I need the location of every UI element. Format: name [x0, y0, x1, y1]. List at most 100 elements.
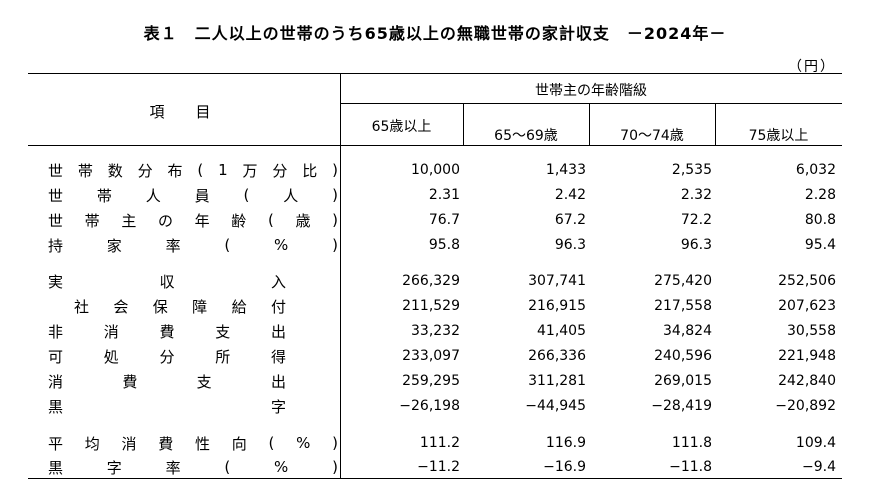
row-label-char: ( [268, 434, 275, 452]
row-label-char: 分 [137, 161, 153, 180]
cell-value: 30,558 [787, 323, 836, 339]
group-header-rule [340, 103, 842, 104]
row-label-char: 入 [270, 272, 286, 291]
cell-value: 216,915 [528, 298, 586, 314]
cell-value: 111.2 [419, 435, 460, 451]
row-label-char: ) [332, 211, 338, 229]
row-label-char: 帯 [77, 161, 93, 180]
column-divider-1 [463, 103, 464, 145]
row-label-char: 黒 [48, 397, 64, 416]
cell-value: 2.28 [804, 187, 836, 203]
column-header-65plus: 65歳以上 [371, 119, 432, 135]
row-label-char: 支 [196, 372, 212, 391]
cell-value: 2.32 [680, 187, 712, 203]
row-label-char: ( [267, 211, 274, 229]
cell-value: 116.9 [545, 435, 586, 451]
row-label-char: 支 [215, 322, 231, 341]
age-group-header: 世帯主の年齢階級 [535, 83, 647, 99]
row-label-char: 可 [48, 347, 64, 366]
cell-value: 2.31 [428, 187, 460, 203]
cell-value: 233,097 [402, 348, 460, 364]
row-label: 世帯数分布(1 万分比) [48, 159, 338, 181]
row-label-char: 出 [270, 322, 286, 341]
header-bottom-rule [28, 145, 842, 146]
cell-value: 1,433 [545, 162, 586, 178]
row-label-char: 帯 [96, 186, 112, 205]
table-top-rule [28, 73, 842, 74]
row-label-char: 収 [159, 272, 175, 291]
cell-value: 211,529 [402, 298, 460, 314]
row-label-char: 員 [194, 186, 210, 205]
cell-value: −11.2 [417, 459, 460, 475]
row-label-char: 向 [231, 434, 247, 453]
cell-value: 269,015 [654, 373, 712, 389]
row-label-char: 比 [302, 161, 318, 180]
cell-value: 80.8 [804, 212, 836, 228]
row-label-char: 歳 [295, 211, 311, 230]
cell-value: 217,558 [654, 298, 712, 314]
row-label-char: 性 [195, 434, 211, 453]
table-title: 表１ 二人以上の世帯のうち65歳以上の無職世帯の家計収支 －2024年－ [143, 24, 727, 43]
cell-value: 6,032 [795, 162, 836, 178]
cell-value: 96.3 [680, 237, 712, 253]
row-label-char: 費 [158, 434, 174, 453]
row-label-char: % [296, 434, 311, 452]
row-label-char: 字 [106, 458, 122, 477]
column-header-75plus: 75歳以上 [748, 128, 809, 144]
row-label: 世 帯 人 員 (人) [48, 184, 338, 206]
row-label-char: 黒 [48, 458, 64, 477]
row-label-char: ) [332, 458, 338, 476]
cell-value: 96.3 [554, 237, 586, 253]
cell-value: −9.4 [802, 459, 836, 475]
cell-value: 252,506 [778, 273, 836, 289]
row-label-char: 世 [48, 211, 64, 230]
cell-value: 76.7 [428, 212, 460, 228]
cell-value: 2,535 [671, 162, 712, 178]
cell-value: −26,198 [399, 398, 460, 414]
row-label-char: 率 [165, 236, 181, 255]
row-label-char: 年 [194, 211, 210, 230]
row-label: 持 家 率 (%) [48, 234, 338, 256]
row-label-char: 世 [48, 161, 64, 180]
row-label-char: 消 [48, 372, 64, 391]
row-label-char: % [274, 236, 289, 254]
cell-value: 109.4 [795, 435, 836, 451]
cell-value: 207,623 [778, 298, 836, 314]
row-label-char: ) [332, 186, 338, 204]
cell-value: 307,741 [528, 273, 586, 289]
row-label-char: 主 [121, 211, 137, 230]
row-label-char: 出 [270, 372, 286, 391]
row-label-char: 消 [103, 322, 119, 341]
cell-value: 34,824 [663, 323, 712, 339]
cell-value: −44,945 [525, 398, 586, 414]
row-label-char: 均 [84, 434, 100, 453]
row-label: 非消費支出 [48, 320, 286, 342]
row-label-char: 所 [215, 347, 231, 366]
cell-value: 311,281 [528, 373, 586, 389]
row-label-char: 分 [272, 161, 288, 180]
cell-value: −28,419 [651, 398, 712, 414]
row-label-char: 万 [242, 161, 258, 180]
row-label-char: ( [224, 458, 231, 476]
cell-value: −11.8 [669, 459, 712, 475]
cell-value: 41,405 [537, 323, 586, 339]
column-header-65-69: 65～69歳 [494, 128, 558, 144]
cell-value: 67.2 [554, 212, 586, 228]
row-label-char: ( [197, 161, 204, 179]
row-label-char: 率 [165, 458, 181, 477]
row-label-char: 社 [74, 297, 90, 316]
row-label-char: % [274, 458, 289, 476]
cell-value: 111.8 [671, 435, 712, 451]
cell-value: 275,420 [654, 273, 712, 289]
cell-value: 259,295 [402, 373, 460, 389]
cell-value: 10,000 [411, 162, 460, 178]
row-label: 社会保障給付 [74, 295, 286, 317]
row-label-char: 実 [48, 272, 64, 291]
cell-value: 33,232 [411, 323, 460, 339]
cell-value: −20,892 [775, 398, 836, 414]
cell-value: 2.42 [554, 187, 586, 203]
row-label-char: 得 [270, 347, 286, 366]
row-label-char: 人 [145, 186, 161, 205]
row-label-char: 数 [107, 161, 123, 180]
row-label-char: ) [332, 236, 338, 254]
